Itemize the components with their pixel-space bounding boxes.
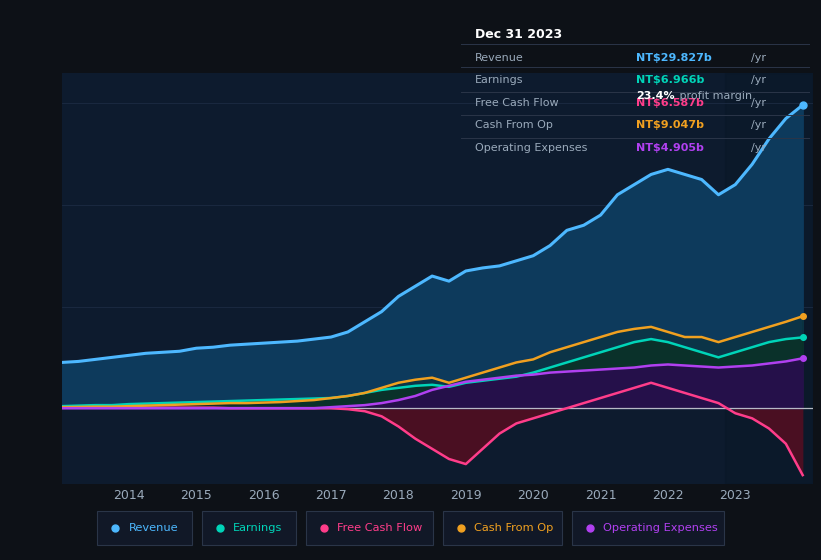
Text: NT$4.905b: NT$4.905b <box>636 143 704 153</box>
Text: NT$0: NT$0 <box>0 559 1 560</box>
Text: NT$9.047b: NT$9.047b <box>636 120 704 130</box>
Text: /yr: /yr <box>751 120 766 130</box>
FancyBboxPatch shape <box>98 511 192 544</box>
Text: NT$29.827b: NT$29.827b <box>636 53 712 63</box>
Text: Earnings: Earnings <box>475 76 524 86</box>
Text: Cash From Op: Cash From Op <box>475 120 553 130</box>
Text: profit margin: profit margin <box>676 91 752 101</box>
Text: Operating Expenses: Operating Expenses <box>475 143 588 153</box>
Bar <box>725 73 813 484</box>
Text: Operating Expenses: Operating Expenses <box>603 523 718 533</box>
Text: /yr: /yr <box>751 98 766 108</box>
FancyBboxPatch shape <box>572 511 724 544</box>
Text: /yr: /yr <box>751 53 766 63</box>
Text: Revenue: Revenue <box>128 523 178 533</box>
Text: NT$6.966b: NT$6.966b <box>636 76 704 86</box>
Text: Free Cash Flow: Free Cash Flow <box>337 523 422 533</box>
FancyBboxPatch shape <box>202 511 296 544</box>
Text: /yr: /yr <box>751 143 766 153</box>
Text: Cash From Op: Cash From Op <box>475 523 553 533</box>
FancyBboxPatch shape <box>306 511 433 544</box>
Text: NT$6.587b: NT$6.587b <box>636 98 704 108</box>
Text: /yr: /yr <box>751 76 766 86</box>
Text: 23.4%: 23.4% <box>636 91 675 101</box>
Text: -NT$5b: -NT$5b <box>0 559 1 560</box>
Text: Revenue: Revenue <box>475 53 524 63</box>
Text: Free Cash Flow: Free Cash Flow <box>475 98 559 108</box>
Text: Earnings: Earnings <box>233 523 282 533</box>
FancyBboxPatch shape <box>443 511 562 544</box>
Text: Dec 31 2023: Dec 31 2023 <box>475 28 562 41</box>
Text: NT$30b: NT$30b <box>0 559 1 560</box>
